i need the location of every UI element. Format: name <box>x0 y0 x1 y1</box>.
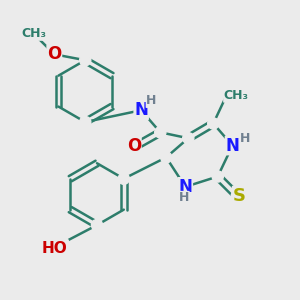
Text: O: O <box>47 45 62 63</box>
Circle shape <box>208 118 219 129</box>
Text: CH₃: CH₃ <box>224 89 249 102</box>
Circle shape <box>49 49 60 60</box>
Text: N: N <box>134 101 148 119</box>
Circle shape <box>183 133 194 144</box>
Text: H: H <box>146 94 157 107</box>
Circle shape <box>92 220 103 231</box>
Text: O: O <box>26 26 36 39</box>
Circle shape <box>118 173 129 184</box>
Circle shape <box>227 140 238 151</box>
Text: N: N <box>226 136 239 154</box>
Text: H: H <box>240 132 250 145</box>
Text: O: O <box>127 136 141 154</box>
Text: N: N <box>178 178 192 196</box>
Circle shape <box>155 127 166 138</box>
Circle shape <box>160 152 172 163</box>
Circle shape <box>180 181 191 192</box>
Circle shape <box>58 237 69 248</box>
Circle shape <box>136 105 147 116</box>
Text: CH₃: CH₃ <box>21 27 46 40</box>
Circle shape <box>212 171 223 182</box>
Text: H: H <box>179 191 189 205</box>
Text: HO: HO <box>41 241 67 256</box>
Circle shape <box>80 55 91 66</box>
Circle shape <box>231 190 242 201</box>
Text: S: S <box>233 187 246 205</box>
Circle shape <box>80 116 91 128</box>
